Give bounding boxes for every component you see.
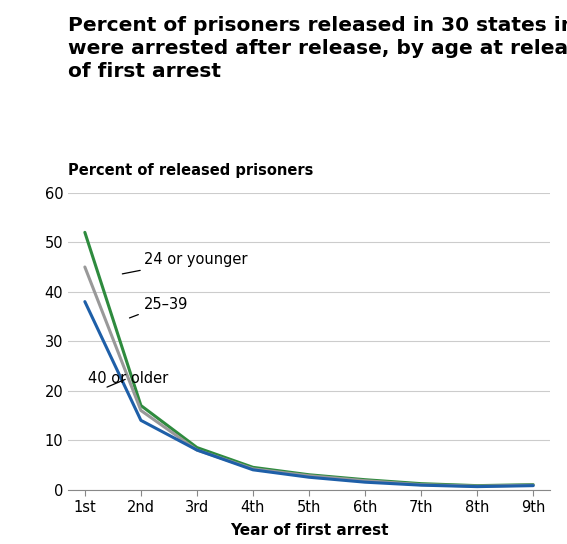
- Text: 25–39: 25–39: [129, 296, 188, 318]
- Text: 40 or older: 40 or older: [88, 371, 168, 387]
- X-axis label: Year of first arrest: Year of first arrest: [230, 523, 388, 539]
- Text: Percent of released prisoners: Percent of released prisoners: [68, 163, 314, 178]
- Text: Percent of prisoners released in 30 states in 2005 who
were arrested after relea: Percent of prisoners released in 30 stat…: [68, 16, 567, 81]
- Text: 24 or younger: 24 or younger: [122, 252, 247, 274]
